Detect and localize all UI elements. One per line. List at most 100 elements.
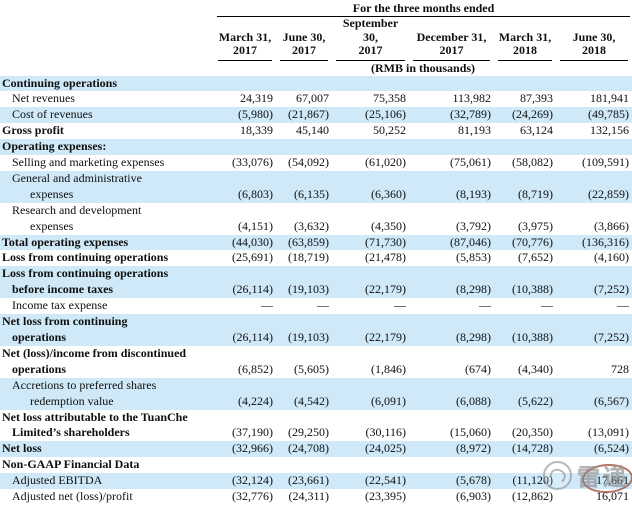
- table-row: Net (loss)/income from discontinued oper…: [0, 346, 632, 378]
- row-label: Total operating expenses: [2, 234, 129, 249]
- cell-value: 132,156: [556, 123, 632, 139]
- value-text: (7,652): [518, 250, 553, 265]
- cell-value: (21,867): [276, 107, 332, 123]
- value-text: 87,393: [520, 91, 553, 106]
- value-text: —: [394, 298, 406, 313]
- cell-value: [332, 76, 409, 92]
- value-text: (71,730): [365, 234, 406, 249]
- cell-value: (6,903): [409, 489, 494, 505]
- cell-value: (32,776): [214, 489, 276, 505]
- value-text: 132,156: [590, 123, 630, 138]
- column-header-label: September 30, 2017: [336, 16, 405, 61]
- value-text: (8,719): [518, 186, 553, 201]
- value-text: —: [541, 298, 553, 313]
- value-text: (19,103): [288, 282, 329, 297]
- value-text: —: [479, 298, 491, 313]
- cell-value: —: [556, 298, 632, 314]
- cell-value: (63,859): [276, 235, 332, 251]
- cell-value: [214, 76, 276, 92]
- table-row: Accretions to preferred shares redemptio…: [0, 377, 632, 410]
- cell-value: 16,071: [556, 489, 632, 505]
- cell-value: [556, 139, 632, 155]
- value-text: (21,478): [365, 250, 406, 265]
- table-row: Cost of revenues (5,980) (21,867) (25,106) (…: [0, 107, 632, 124]
- value-text: (7,252): [594, 330, 630, 344]
- cell-value: (7,252): [556, 266, 632, 298]
- cell-value: (25,691): [214, 250, 276, 266]
- cell-value: [556, 457, 632, 473]
- column-header-1: March 31, 2017: [214, 17, 276, 61]
- value-text: —: [317, 298, 329, 313]
- value-text: (4,542): [294, 393, 329, 408]
- period-title: For the three months ended: [217, 1, 631, 17]
- value-text: (3,792): [456, 218, 491, 233]
- period-row: For the three months ended: [0, 1, 632, 17]
- value-text: (10,388): [512, 330, 553, 344]
- cell-value: (19,103): [276, 314, 332, 346]
- value-text: (29,250): [288, 425, 329, 440]
- cell-value: (75,061): [409, 155, 494, 171]
- value-text: (3,632): [294, 218, 329, 233]
- value-text: (6,524): [594, 441, 630, 456]
- value-text: (7,252): [594, 282, 630, 297]
- cell-value: (87,046): [409, 235, 494, 251]
- header-spacer: [0, 61, 214, 76]
- cell-value: [409, 457, 494, 473]
- cell-value: (14,728): [494, 441, 556, 457]
- value-text: (8,972): [456, 441, 491, 456]
- cell-value: 45,140: [276, 123, 332, 139]
- column-header-label: December 31, 2017: [413, 30, 490, 61]
- value-text: —: [617, 298, 630, 313]
- cell-value: [276, 457, 332, 473]
- value-text: (30,116): [365, 425, 406, 440]
- value-text: (24,311): [288, 489, 329, 504]
- value-text: (23,661): [288, 473, 329, 488]
- cell-value: 113,982: [409, 91, 494, 107]
- cell-value: (24,269): [494, 107, 556, 123]
- cell-value: (3,866): [556, 203, 632, 235]
- table-row: Continuing operations: [0, 75, 632, 92]
- row-label: Operating expenses:: [2, 139, 107, 154]
- value-text: (4,160): [594, 250, 630, 265]
- table-row: Loss from continuing operations (25,691) (…: [0, 250, 632, 266]
- row-label: General and administrative expenses: [12, 170, 142, 201]
- value-text: (6,567): [594, 393, 630, 408]
- cell-value: (23,661): [276, 473, 332, 489]
- cell-value: [276, 76, 332, 92]
- cell-value: —: [494, 298, 556, 314]
- value-text: (4,350): [371, 218, 406, 233]
- value-text: 81,193: [458, 123, 491, 138]
- value-text: (6,088): [456, 393, 491, 408]
- cell-value: (4,160): [556, 250, 632, 266]
- value-text: (58,082): [512, 155, 553, 170]
- cell-value: (6,524): [556, 441, 632, 457]
- cell-value: (71,730): [332, 235, 409, 251]
- cell-value: (4,350): [332, 203, 409, 235]
- cell-value: (25,106): [332, 107, 409, 123]
- cell-value: (3,792): [409, 203, 494, 235]
- period-title-cell: For the three months ended: [214, 1, 632, 17]
- value-text: (25,691): [232, 250, 273, 265]
- cell-value: (7,252): [556, 314, 632, 346]
- value-text: (1,846): [371, 361, 406, 376]
- column-header-label: June 30, 2017: [280, 30, 328, 61]
- cell-value: (12,862): [494, 489, 556, 505]
- value-text: 24,319: [240, 91, 273, 106]
- value-text: (26,114): [232, 330, 273, 344]
- cell-value: (8,193): [409, 171, 494, 203]
- cell-value: (6,091): [332, 378, 409, 410]
- table-row: Loss from continuing operations before i…: [0, 266, 632, 299]
- cell-value: (18,719): [276, 250, 332, 266]
- value-text: (63,859): [288, 234, 329, 249]
- cell-value: [556, 76, 632, 92]
- column-header-3: September 30, 2017: [332, 16, 409, 61]
- cell-value: (5,980): [214, 107, 276, 123]
- value-text: (33,076): [232, 155, 273, 170]
- value-text: (24,025): [365, 441, 406, 456]
- cell-value: —: [214, 298, 276, 314]
- cell-value: (11,120): [494, 473, 556, 489]
- unit-row: (RMB in thousands): [0, 61, 632, 76]
- cell-value: —: [409, 298, 494, 314]
- value-text: (19,103): [288, 330, 329, 344]
